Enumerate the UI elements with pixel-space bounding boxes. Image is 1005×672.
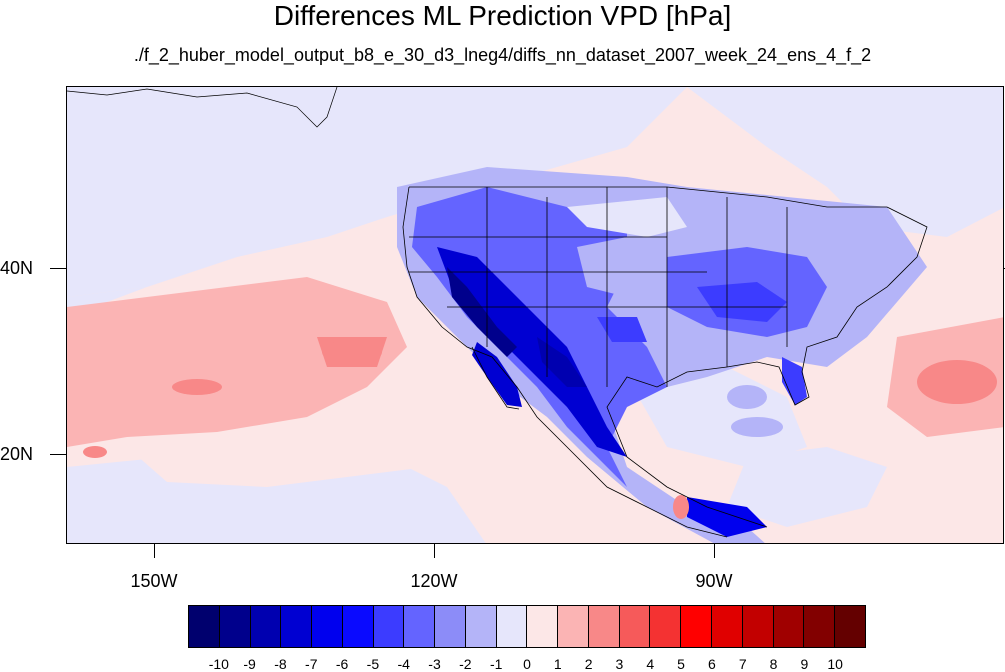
colorbar-tick-label: 0 xyxy=(523,656,531,672)
colorbar-cell xyxy=(312,606,343,647)
colorbar-cell xyxy=(373,606,405,647)
colorbar-cell xyxy=(281,606,313,647)
lat-tick-20n-left xyxy=(50,454,66,455)
colorbar-cell xyxy=(219,606,251,647)
lon-label-150w: 150W xyxy=(130,571,178,591)
colorbar-cell xyxy=(712,606,743,647)
colorbar-tick-label: 10 xyxy=(827,656,843,672)
colorbar-tick-label: 3 xyxy=(615,656,624,672)
colorbar-tick-label: 1 xyxy=(553,656,562,672)
colorbar-tick-label: -5 xyxy=(366,656,380,672)
chart-subtitle: ./f_2_huber_model_output_b8_e_30_d3_lneg… xyxy=(133,45,872,65)
colorbar xyxy=(188,605,866,648)
colorbar-cell xyxy=(681,606,713,647)
colorbar-cell xyxy=(773,606,805,647)
colorbar-cell xyxy=(404,606,436,647)
colorbar-cell xyxy=(742,606,774,647)
colorbar-cell xyxy=(496,606,528,647)
colorbar-tick-label: 8 xyxy=(769,656,778,672)
lat-label-40n: 40N xyxy=(0,258,34,278)
colorbar-tick-label: -6 xyxy=(335,656,349,672)
lon-tick-150w xyxy=(154,544,155,558)
colorbar-tick-label: 2 xyxy=(584,656,593,672)
lon-tick-120w xyxy=(434,544,435,558)
map-panel xyxy=(66,86,1004,544)
colorbar-tick-label: 9 xyxy=(800,656,809,672)
colorbar-tick-label: -2 xyxy=(459,656,472,672)
colorbar-tick-label: -3 xyxy=(428,656,441,672)
colorbar-tick-label: 5 xyxy=(677,656,685,672)
colorbar-cell xyxy=(619,606,651,647)
colorbar-tick-label: -8 xyxy=(274,656,287,672)
colorbar-cell xyxy=(435,606,466,647)
colorbar-tick-label: 6 xyxy=(708,656,716,672)
colorbar-cell xyxy=(558,606,589,647)
lon-label-90w: 90W xyxy=(695,571,733,591)
colorbar-tick-label: -10 xyxy=(208,656,229,672)
vpd-difference-field xyxy=(67,87,1003,543)
chart-title: Differences ML Prediction VPD [hPa] xyxy=(273,0,732,31)
colorbar-cell xyxy=(250,606,282,647)
colorbar-tick-label: -9 xyxy=(243,656,256,672)
colorbar-cell xyxy=(189,606,220,647)
colorbar-tick-label: -1 xyxy=(489,656,503,672)
colorbar-tick-label: -4 xyxy=(397,656,410,672)
colorbar-cell xyxy=(527,606,559,647)
colorbar-cell xyxy=(465,606,497,647)
colorbar-cell xyxy=(588,606,620,647)
colorbar-tick-label: 7 xyxy=(738,656,747,672)
lat-tick-40n-left xyxy=(50,268,66,269)
colorbar-cell xyxy=(650,606,682,647)
lon-tick-90w xyxy=(714,544,715,558)
colorbar-cell xyxy=(342,606,374,647)
colorbar-cell xyxy=(835,606,865,647)
lat-label-20n: 20N xyxy=(0,444,34,464)
colorbar-tick-label: 4 xyxy=(646,656,655,672)
colorbar-tick-label: -7 xyxy=(305,656,318,672)
lon-label-120w: 120W xyxy=(410,571,458,591)
colorbar-cell xyxy=(804,606,836,647)
